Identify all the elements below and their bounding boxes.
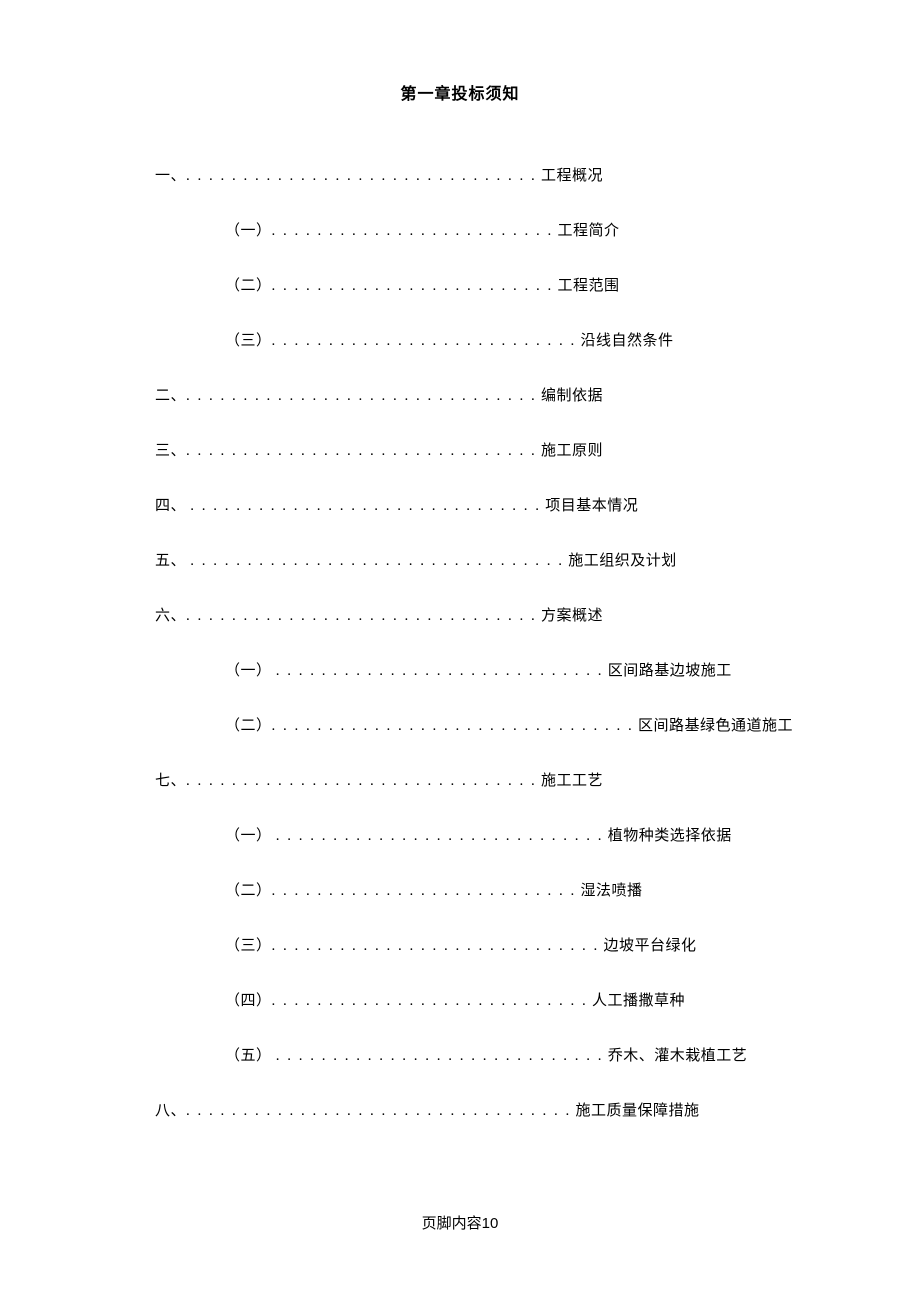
toc-label: 乔木、灌木栽植工艺 [604,1048,748,1064]
toc-label: 植物种类选择依据 [604,828,732,844]
toc-dots: . . . . . . . . . . . . . . . . . . . . … [272,718,634,734]
toc-dots: . . . . . . . . . . . . . . . . . . . . … [276,663,604,679]
toc-dots: . . . . . . . . . . . . . . . . . . . . … [190,498,541,514]
toc-entry: （三）. . . . . . . . . . . . . . . . . . .… [155,329,765,350]
toc-prefix: （一） [225,223,272,239]
toc-dots: . . . . . . . . . . . . . . . . . . . . … [272,993,588,1009]
toc-entry: 二、. . . . . . . . . . . . . . . . . . . … [155,384,765,405]
toc-dots: . . . . . . . . . . . . . . . . . . . . … [272,223,554,239]
toc-label: 湿法喷播 [576,883,642,899]
toc-prefix: （五） [225,1048,276,1064]
page-footer: 页脚内容10 [0,1212,920,1233]
toc-entry: 七、. . . . . . . . . . . . . . . . . . . … [155,769,765,790]
toc-dots: . . . . . . . . . . . . . . . . . . . . … [272,883,577,899]
toc-dots: . . . . . . . . . . . . . . . . . . . . … [186,1103,571,1119]
toc-prefix: （三） [225,333,272,349]
toc-label: 工程范围 [553,278,619,294]
toc-label: 区间路基边坡施工 [604,663,732,679]
document-page: 第一章投标须知 一、. . . . . . . . . . . . . . . … [0,0,920,1120]
toc-entry: 六、. . . . . . . . . . . . . . . . . . . … [155,604,765,625]
toc-dots: . . . . . . . . . . . . . . . . . . . . … [186,168,537,184]
toc-dots: . . . . . . . . . . . . . . . . . . . . … [186,608,537,624]
toc-entry: （二）. . . . . . . . . . . . . . . . . . .… [155,274,765,295]
toc-prefix: （二） [225,883,272,899]
toc-label: 施工组织及计划 [564,553,677,569]
toc-entry: 四、 . . . . . . . . . . . . . . . . . . .… [155,494,765,515]
toc-prefix: 三、 [155,443,186,459]
toc-entry: （一） . . . . . . . . . . . . . . . . . . … [155,659,765,680]
table-of-contents: 一、. . . . . . . . . . . . . . . . . . . … [155,164,765,1120]
toc-prefix: （二） [225,718,272,734]
toc-prefix: 五、 [155,553,190,569]
chapter-title: 第一章投标须知 [155,80,765,104]
toc-entry: （一）. . . . . . . . . . . . . . . . . . .… [155,219,765,240]
toc-entry: 三、. . . . . . . . . . . . . . . . . . . … [155,439,765,460]
toc-dots: . . . . . . . . . . . . . . . . . . . . … [272,278,554,294]
toc-entry: （二）. . . . . . . . . . . . . . . . . . .… [155,714,765,735]
toc-entry: （四）. . . . . . . . . . . . . . . . . . .… [155,989,765,1010]
toc-dots: . . . . . . . . . . . . . . . . . . . . … [186,443,537,459]
toc-label: 工程概况 [537,168,603,184]
toc-prefix: 八、 [155,1103,186,1119]
toc-dots: . . . . . . . . . . . . . . . . . . . . … [272,938,600,954]
toc-label: 施工原则 [537,443,603,459]
toc-entry: 八、. . . . . . . . . . . . . . . . . . . … [155,1099,765,1120]
toc-prefix: （二） [225,278,272,294]
toc-dots: . . . . . . . . . . . . . . . . . . . . … [276,1048,604,1064]
toc-label: 工程简介 [553,223,619,239]
toc-prefix: 四、 [155,498,190,514]
toc-dots: . . . . . . . . . . . . . . . . . . . . … [186,773,537,789]
toc-label: 人工播撒草种 [588,993,685,1009]
toc-label: 编制依据 [537,388,603,404]
toc-prefix: 二、 [155,388,186,404]
toc-label: 施工工艺 [537,773,603,789]
toc-dots: . . . . . . . . . . . . . . . . . . . . … [186,388,537,404]
toc-dots: . . . . . . . . . . . . . . . . . . . . … [272,333,577,349]
toc-label: 方案概述 [537,608,603,624]
toc-entry: 一、. . . . . . . . . . . . . . . . . . . … [155,164,765,185]
toc-dots: . . . . . . . . . . . . . . . . . . . . … [276,828,604,844]
toc-prefix: （四） [225,993,272,1009]
toc-entry: （五） . . . . . . . . . . . . . . . . . . … [155,1044,765,1065]
toc-dots: . . . . . . . . . . . . . . . . . . . . … [190,553,564,569]
toc-label: 区间路基绿色通道施工 [634,718,793,734]
toc-entry: （二）. . . . . . . . . . . . . . . . . . .… [155,879,765,900]
toc-entry: 五、 . . . . . . . . . . . . . . . . . . .… [155,549,765,570]
toc-prefix: 七、 [155,773,186,789]
toc-entry: （三）. . . . . . . . . . . . . . . . . . .… [155,934,765,955]
toc-prefix: （三） [225,938,272,954]
toc-label: 项目基本情况 [541,498,638,514]
toc-label: 边坡平台绿化 [599,938,696,954]
toc-label: 施工质量保障措施 [571,1103,699,1119]
toc-label: 沿线自然条件 [576,333,673,349]
toc-prefix: （一） [225,828,276,844]
toc-entry: （一） . . . . . . . . . . . . . . . . . . … [155,824,765,845]
toc-prefix: 六、 [155,608,186,624]
toc-prefix: （一） [225,663,276,679]
toc-prefix: 一、 [155,168,186,184]
